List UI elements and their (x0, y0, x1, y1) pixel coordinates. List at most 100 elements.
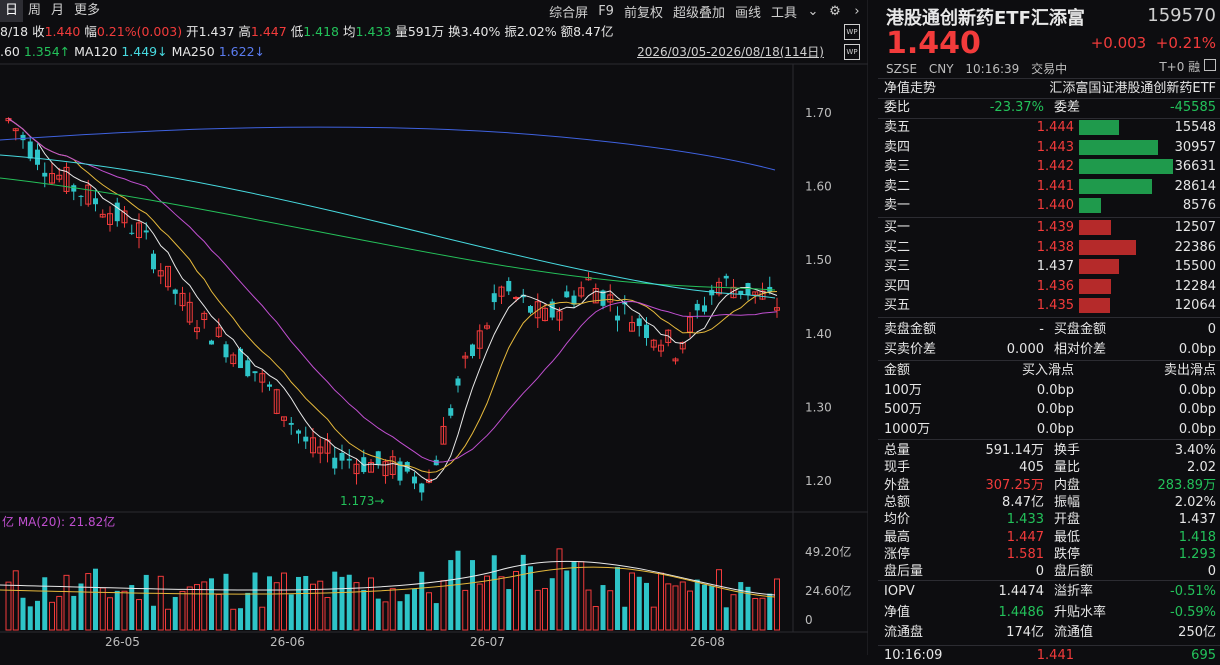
volume-bar (600, 585, 606, 630)
tab-week[interactable]: 周 (28, 3, 42, 18)
tools-button[interactable]: 工具 (770, 5, 797, 21)
candle-body (375, 451, 381, 465)
candle-body (622, 301, 628, 305)
ma120-label: MA120 (74, 44, 118, 59)
volume-bar (578, 561, 585, 631)
candle-body (585, 277, 592, 281)
date-axis-label: 26-07 (470, 635, 505, 649)
nav-trend-row: 净值走势 汇添富国证港股通创新药ETF (884, 79, 1216, 98)
order-amount-row: 卖盘金额 - 买盘金额 0 (884, 320, 1216, 339)
wp-icon[interactable]: WP (844, 44, 860, 60)
price-axis-label: 1.60 (805, 180, 832, 194)
ma-legend-row: .60 1.354↑ MA120 1.449↓ MA250 1.622↓ (0, 42, 265, 62)
iopv-label: 升贴水率 (1054, 604, 1107, 620)
t0-badge: T+0 融 (1159, 58, 1216, 75)
sell-depth-bar (1079, 120, 1119, 135)
volume-bar (622, 606, 628, 630)
divider (878, 78, 1220, 79)
fund-title: 港股通创新药ETF汇添富 (886, 8, 1085, 29)
slippage-amount: 500万 (884, 402, 922, 417)
ma250-label: MA250 (171, 44, 215, 59)
buy-level-row: 买二 1.438 22386 (884, 238, 1216, 257)
candle-body (209, 340, 214, 345)
chevron-right-icon[interactable]: › (854, 3, 860, 19)
sell-level-vol: 28614 (1174, 178, 1216, 194)
high-value: 1.447 (250, 24, 287, 39)
volume-bar (129, 585, 135, 630)
volume-bar (564, 570, 570, 630)
tab-day[interactable]: 日 (0, 0, 24, 22)
volume-bar (644, 582, 649, 630)
f9-button[interactable]: F9 (598, 3, 614, 19)
settings-icon[interactable]: ⚙ (829, 3, 841, 19)
sell-level-row: 卖二 1.441 28614 (884, 177, 1216, 196)
volume-bar (506, 589, 512, 630)
fund-full-name: 汇添富国证港股通创新药ETF (1049, 81, 1216, 96)
forward-adjust-button[interactable]: 前复权 (623, 5, 663, 21)
buy-level-vol: 22386 (1174, 239, 1216, 255)
iopv-value: -0.51% (1170, 584, 1216, 600)
volume-bar (636, 576, 642, 630)
sell-level-label: 卖二 (884, 178, 911, 194)
volume-bar (20, 597, 26, 630)
sell-depth-bar (1079, 139, 1159, 155)
volume-bar (679, 581, 686, 631)
ma250-line (0, 126, 776, 171)
volume-bar (201, 581, 208, 631)
tick-price: 1.441 (1036, 647, 1074, 663)
quote-time: 10:16:39 (965, 62, 1020, 76)
volume-bar (346, 574, 352, 630)
candle-body (397, 461, 403, 481)
tab-more[interactable]: 更多 (74, 3, 101, 18)
kline-chart-area[interactable]: 日 周 月 更多 综合屏 F9 前复权 超级叠加 画线 工具 ⌄ ⚙ › 8/1… (0, 0, 868, 655)
volume-bar (194, 584, 200, 631)
date-range-text[interactable]: 2026/03/05-2026/08/18(114日) (637, 45, 824, 59)
buy-level-label: 买三 (884, 259, 911, 275)
candle-body (528, 306, 533, 313)
stat-label: 总量 (884, 443, 911, 458)
tab-month[interactable]: 月 (51, 3, 65, 18)
super-overlay-button[interactable]: 超级叠加 (672, 5, 725, 21)
chevron-down-icon[interactable]: ⌄ (807, 3, 819, 19)
candle-body (136, 222, 142, 239)
candle-body (607, 294, 614, 303)
weicha-label: 委差 (1054, 100, 1081, 115)
wp-icon[interactable]: WP (844, 24, 860, 40)
stat-label: 现手 (884, 460, 911, 476)
candle-body (56, 174, 63, 180)
volume-bar (179, 590, 186, 631)
volume-bar (63, 574, 70, 631)
volume-bar (114, 590, 120, 630)
volume-bar (267, 576, 272, 630)
volume-bar (448, 560, 454, 630)
draw-line-button[interactable]: 画线 (734, 5, 761, 21)
stat-label: 跌停 (1054, 546, 1081, 562)
candle-body (151, 253, 156, 270)
volume-bar (172, 596, 178, 630)
volume-axis-label: 0 (805, 613, 813, 627)
candle-body (194, 327, 200, 333)
grid-icon[interactable] (1204, 59, 1216, 71)
kline-info-row: 8/18 收1.440 幅0.21%(0.003) 开1.437 高1.447 … (0, 22, 613, 42)
sell-level-row: 卖一 1.440 8576 (884, 196, 1216, 215)
volume-bar (462, 589, 469, 631)
candle-body (578, 287, 585, 297)
stat-label: 内盘 (1054, 477, 1081, 493)
candle-body (172, 289, 178, 294)
candle-body (5, 118, 12, 122)
composite-screen-button[interactable]: 综合屏 (549, 5, 589, 21)
candle-body (78, 195, 84, 197)
volume-ma10-line (0, 566, 776, 598)
volume-bar (35, 600, 40, 630)
candle-body (12, 128, 19, 132)
volume-bar (332, 571, 338, 630)
candlestick-chart[interactable]: 1.70 1.60 1.50 1.40 1.30 1.20 1.173→ 亿 MA(20): … (0, 0, 868, 655)
candle-body (143, 230, 149, 233)
candle-body (223, 344, 229, 358)
candle-body (615, 315, 620, 321)
candle-body (85, 184, 92, 205)
candle-body (273, 389, 280, 414)
sell-level-price: 1.443 (1036, 139, 1074, 155)
volume-bar (426, 592, 432, 631)
candle-body (470, 344, 475, 357)
